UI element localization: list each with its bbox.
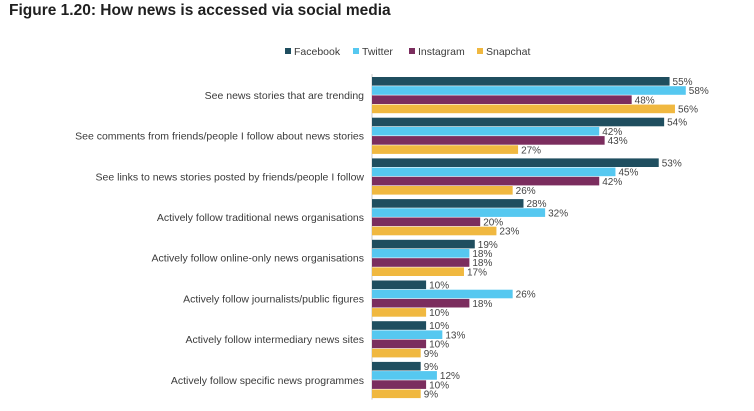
legend: Facebook Twitter Instagram Snapchat [285,46,530,58]
bar-facebook [372,117,665,127]
bar-instagram [372,298,470,308]
legend-swatch-facebook [285,48,291,54]
value-label-twitter: 42% [602,127,622,138]
bar-snapchat [372,226,497,236]
bar-instagram [372,258,470,267]
value-label-instagram: 18% [472,299,492,310]
value-label-snapchat: 17% [467,267,487,278]
value-label-facebook: 54% [667,118,687,129]
value-label-facebook: 10% [429,321,449,332]
value-label-instagram: 43% [608,136,628,147]
bar-facebook [372,321,427,330]
category-label: See links to news stories posted by frie… [96,171,365,183]
value-label-instagram: 20% [483,218,503,229]
value-label-snapchat: 23% [499,227,519,238]
value-label-facebook: 9% [424,362,439,373]
value-label-instagram: 10% [429,380,449,391]
value-label-facebook: 19% [478,240,498,251]
legend-label-snapchat: Snapchat [486,46,530,58]
value-label-twitter: 18% [472,249,492,260]
category-label: Actively follow intermediary news sites [185,334,364,346]
value-label-facebook: 53% [662,158,682,169]
value-label-snapchat: 9% [424,349,439,360]
category-labels: See news stories that are trending See co… [75,90,364,387]
bar-twitter [372,126,600,136]
bar-snapchat [372,348,421,358]
value-labels: 55%58%48%56%54%42%43%27%53%45%42%26%28%3… [424,77,709,401]
bar-instagram [372,136,605,145]
bar-twitter [372,167,616,177]
value-label-facebook: 55% [673,77,693,88]
value-label-facebook: 28% [526,199,546,210]
bar-twitter [372,330,443,339]
bar-twitter [372,289,513,299]
bar-facebook [372,361,421,371]
bar-facebook [372,239,475,249]
bar-twitter [372,86,686,95]
value-label-twitter: 26% [516,290,536,301]
category-label: Actively follow journalists/public figur… [183,293,364,305]
bar-instagram [372,95,632,104]
bar-instagram [372,217,481,227]
bar-snapchat [372,104,675,114]
bar-snapchat [372,145,519,154]
bar-facebook [372,199,524,208]
value-label-snapchat: 56% [678,105,698,116]
legend-swatch-instagram [409,48,415,54]
legend-swatch-twitter [353,48,359,54]
bar-instagram [372,380,427,389]
legend-swatch-snapchat [477,48,483,54]
bar-instagram [372,339,427,349]
bar-snapchat [372,308,427,317]
value-label-instagram: 10% [429,340,449,351]
value-label-instagram: 18% [472,258,492,269]
category-label: Actively follow specific news programmes [171,375,364,387]
bar-snapchat [372,186,513,195]
value-label-twitter: 13% [445,330,465,341]
value-label-snapchat: 9% [424,390,439,401]
bar-snapchat [372,389,421,399]
category-label: See comments from friends/people I follo… [75,131,364,143]
value-label-twitter: 12% [440,371,460,382]
value-label-snapchat: 27% [521,145,541,156]
figure-title: Figure 1.20: How news is accessed via so… [9,2,391,19]
legend-label-instagram: Instagram [418,46,465,58]
value-label-twitter: 58% [689,86,709,97]
bar-facebook [372,280,427,290]
bar-twitter [372,371,437,380]
bar-facebook [372,158,659,167]
bar-instagram [372,176,600,186]
value-label-instagram: 42% [602,177,622,188]
value-label-twitter: 45% [618,168,638,179]
legend-label-facebook: Facebook [294,46,341,58]
value-label-snapchat: 10% [429,308,449,319]
value-label-facebook: 10% [429,281,449,292]
bars [372,77,686,399]
bar-twitter [372,208,546,217]
bar-snapchat [372,267,464,276]
category-label: Actively follow traditional news organis… [157,212,364,224]
legend-label-twitter: Twitter [362,46,393,58]
category-label: See news stories that are trending [205,90,365,102]
category-label: Actively follow online-only news organis… [152,253,364,265]
value-label-instagram: 48% [635,95,655,106]
bar-facebook [372,77,670,86]
value-label-snapchat: 26% [516,186,536,197]
value-label-twitter: 32% [548,208,568,219]
bar-twitter [372,249,470,258]
